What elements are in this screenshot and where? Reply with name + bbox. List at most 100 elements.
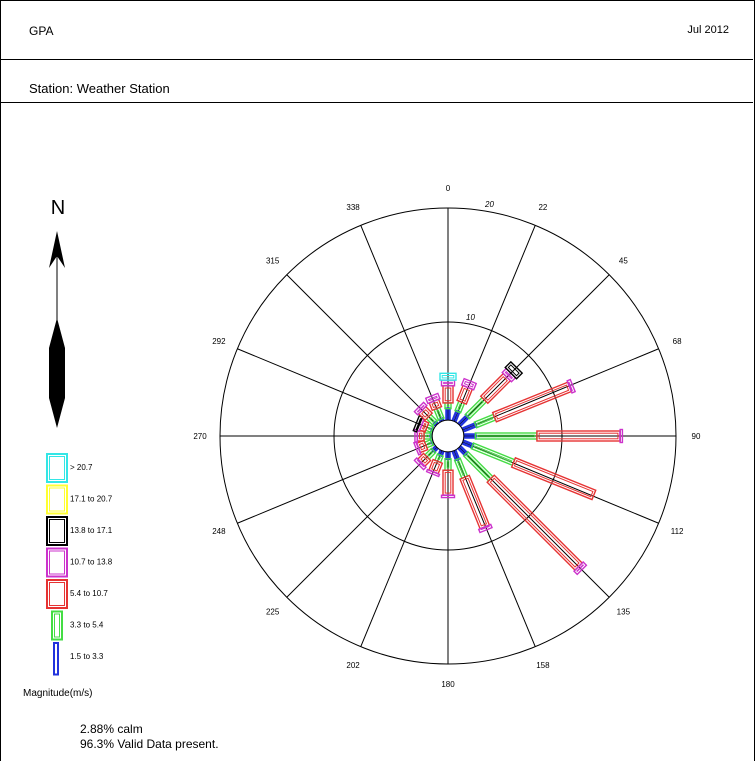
petal-segment-inner — [431, 401, 440, 409]
petal-segment-inner — [419, 420, 425, 431]
petal-202 — [425, 447, 446, 478]
direction-spoke — [237, 348, 434, 431]
direction-spoke — [360, 225, 443, 422]
petal-112 — [459, 438, 597, 501]
report-date: Jul 2012 — [687, 24, 729, 36]
legend-label: 3.3 to 5.4 — [70, 621, 104, 630]
calm-percent: 2.88% calm — [80, 722, 143, 736]
legend-swatch-inner — [49, 456, 65, 480]
legend-swatch — [46, 516, 68, 546]
direction-label: 0 — [446, 184, 451, 193]
ring-label: 20 — [484, 200, 494, 209]
petal-segment-inner — [420, 455, 429, 464]
direction-label: 22 — [538, 203, 547, 212]
direction-label: 158 — [536, 661, 550, 670]
petal-segment-inner — [457, 403, 463, 411]
legend-swatch-inner — [49, 582, 65, 606]
petal-segment-inner — [416, 459, 425, 468]
direction-spoke — [453, 450, 536, 647]
legend-swatch — [46, 579, 68, 609]
legend-label: > 20.7 — [70, 463, 93, 472]
petal-68 — [459, 378, 577, 434]
legend-label: 5.4 to 10.7 — [70, 589, 108, 598]
petal-segment-inner — [619, 431, 621, 441]
petal-segment-inner — [421, 409, 430, 418]
direction-spoke — [237, 441, 434, 524]
direction-label: 225 — [266, 607, 280, 616]
petal-segment-inner — [443, 381, 453, 385]
petal-segment-inner — [415, 417, 422, 431]
petal-segment-inner — [427, 395, 438, 402]
petal-segment-inner — [428, 469, 439, 475]
valid-data: 96.3% Valid Data present. — [80, 737, 219, 751]
petal-segment-inner — [480, 525, 490, 531]
direction-label: 180 — [441, 680, 455, 689]
direction-spoke — [458, 274, 610, 426]
north-letter: N — [51, 197, 65, 219]
legend: > 20.7 17.1 to 20.7 13.8 to 17.1 10.7 to 13… — [46, 453, 113, 676]
legend-item: 10.7 to 13.8 — [46, 547, 113, 578]
petal-segment — [439, 372, 457, 381]
petal-segment — [424, 392, 441, 405]
petal-158 — [450, 447, 493, 534]
petal-180 — [440, 449, 456, 499]
legend-swatch — [53, 642, 59, 676]
petal-segment-inner — [477, 434, 536, 438]
petal-segment — [413, 457, 427, 471]
petal-segment-inner — [567, 381, 573, 392]
legend-item: 1.5 to 3.3 — [53, 642, 104, 676]
direction-label: 68 — [673, 337, 682, 346]
legend-swatch — [46, 547, 68, 578]
petal-segment-inner — [513, 460, 594, 498]
petal-segment — [477, 523, 493, 534]
petal-segment — [510, 456, 597, 501]
petal-segment-inner — [431, 461, 441, 472]
legend-label: 10.7 to 13.8 — [70, 558, 113, 567]
petal-segment-inner — [437, 456, 441, 461]
petal-segment-inner — [418, 442, 426, 451]
petal-segment-inner — [463, 380, 475, 388]
legend-swatch-inner — [49, 487, 65, 512]
station-name: Station: Weather Station — [29, 81, 170, 96]
petal-segment-inner — [416, 404, 425, 413]
direction-label: 315 — [266, 257, 280, 266]
direction-spoke — [453, 225, 536, 422]
petal-segment-inner — [462, 477, 488, 527]
petal-segment-inner — [473, 445, 513, 464]
calm-circle — [431, 419, 465, 453]
petal-segment — [460, 377, 478, 391]
petal-segment-inner — [443, 494, 453, 496]
legend-swatch-inner — [54, 613, 60, 638]
petal-segment-inner — [446, 404, 450, 407]
petal-segment-inner — [466, 454, 491, 479]
petal-338 — [424, 392, 446, 425]
petal-315 — [413, 401, 441, 429]
direction-label: 135 — [617, 607, 631, 616]
legend-swatch-inner — [49, 550, 65, 575]
petal-segment-inner — [436, 409, 442, 418]
petal-segment-inner — [416, 431, 419, 441]
direction-spoke — [462, 348, 659, 431]
petal-segment-inner — [507, 364, 520, 377]
direction-label: 202 — [346, 661, 360, 670]
legend-item: 5.4 to 10.7 — [46, 579, 108, 609]
petal-135 — [455, 443, 588, 576]
legend-title: Magnitude(m/s) — [23, 688, 93, 699]
legend-swatch — [46, 484, 68, 515]
header-row-divider — [0, 0, 753, 60]
legend-item: 17.1 to 20.7 — [46, 484, 113, 515]
direction-label: 292 — [212, 337, 226, 346]
petal-segment-inner — [421, 422, 427, 430]
petal-segment-inner — [418, 432, 423, 440]
legend-item: 13.8 to 17.1 — [46, 516, 113, 546]
petal-segment-inner — [459, 387, 471, 402]
petal-segment-inner — [444, 387, 452, 402]
petal-segment-inner — [444, 471, 452, 494]
legend-label: 13.8 to 17.1 — [70, 526, 113, 535]
petal-90 — [461, 428, 624, 444]
petal-segment-inner — [416, 443, 422, 453]
legend-label: 17.1 to 20.7 — [70, 495, 113, 504]
direction-label: 338 — [346, 203, 360, 212]
direction-label: 90 — [692, 432, 701, 441]
ring-label: 10 — [466, 313, 475, 322]
